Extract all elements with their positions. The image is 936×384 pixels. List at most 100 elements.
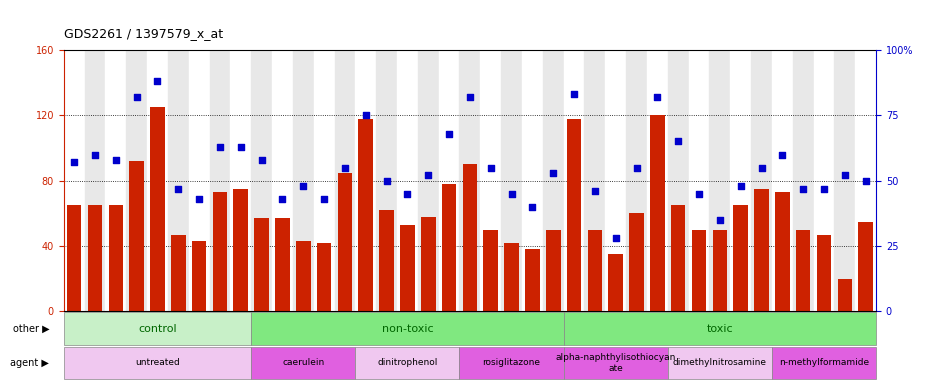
Bar — [379, 210, 393, 311]
Bar — [542, 50, 563, 311]
Bar — [188, 50, 210, 311]
Bar — [64, 312, 251, 345]
Bar — [84, 50, 105, 311]
Point — [66, 159, 81, 166]
Bar — [563, 312, 875, 345]
Bar — [625, 50, 646, 311]
Bar — [126, 50, 147, 311]
Point — [316, 196, 331, 202]
Bar — [296, 241, 310, 311]
Bar — [855, 50, 875, 311]
Bar — [546, 230, 560, 311]
Bar — [667, 50, 688, 311]
Bar — [251, 312, 563, 345]
Bar — [605, 50, 625, 311]
Bar — [462, 164, 476, 311]
Bar — [316, 243, 331, 311]
Bar — [212, 192, 227, 311]
Bar — [650, 115, 664, 311]
Bar — [150, 107, 165, 311]
Bar — [584, 50, 605, 311]
Point — [441, 131, 456, 137]
Point — [628, 165, 643, 171]
Point — [212, 144, 227, 150]
Point — [274, 196, 289, 202]
Point — [420, 172, 435, 179]
Bar — [501, 50, 521, 311]
Bar — [400, 225, 415, 311]
Point — [670, 138, 685, 144]
Bar — [293, 50, 314, 311]
Bar — [355, 346, 459, 379]
Bar — [753, 189, 768, 311]
Bar — [670, 205, 685, 311]
Point — [191, 196, 206, 202]
Point — [254, 157, 269, 163]
Point — [607, 235, 622, 241]
Bar — [147, 50, 168, 311]
Bar — [480, 50, 501, 311]
Bar — [563, 346, 667, 379]
Bar — [751, 50, 771, 311]
Bar — [417, 50, 438, 311]
Text: non-toxic: non-toxic — [381, 324, 432, 334]
Bar — [192, 241, 206, 311]
Bar — [459, 346, 563, 379]
Point — [150, 78, 165, 84]
Point — [379, 178, 394, 184]
Bar — [254, 218, 269, 311]
Bar — [64, 50, 84, 311]
Bar — [587, 230, 602, 311]
Text: agent ▶: agent ▶ — [10, 358, 49, 368]
Point — [461, 94, 476, 100]
Bar — [375, 50, 397, 311]
Bar — [210, 50, 230, 311]
Bar — [504, 243, 519, 311]
Point — [170, 185, 185, 192]
Bar — [691, 230, 706, 311]
Bar — [64, 346, 251, 379]
Bar — [521, 50, 542, 311]
Text: dinitrophenol: dinitrophenol — [377, 359, 437, 367]
Point — [483, 165, 498, 171]
Point — [837, 172, 852, 179]
Bar — [774, 192, 789, 311]
Bar — [792, 50, 812, 311]
Bar — [420, 217, 435, 311]
Point — [524, 204, 539, 210]
Text: toxic: toxic — [706, 324, 732, 334]
Point — [129, 94, 144, 100]
Point — [296, 183, 311, 189]
Bar — [566, 119, 580, 311]
Bar — [170, 235, 185, 311]
Point — [650, 94, 665, 100]
Bar — [729, 50, 751, 311]
Point — [504, 191, 519, 197]
Bar — [667, 346, 771, 379]
Bar — [629, 214, 643, 311]
Bar — [129, 161, 144, 311]
Bar — [857, 222, 872, 311]
Point — [233, 144, 248, 150]
Point — [337, 165, 352, 171]
Point — [753, 165, 768, 171]
Bar — [812, 50, 834, 311]
Bar — [334, 50, 355, 311]
Point — [732, 183, 747, 189]
Text: untreated: untreated — [135, 359, 180, 367]
Bar — [834, 50, 855, 311]
Text: dimethylnitrosamine: dimethylnitrosamine — [672, 359, 766, 367]
Bar — [314, 50, 334, 311]
Bar — [337, 172, 352, 311]
Bar — [607, 254, 622, 311]
Point — [774, 151, 789, 157]
Point — [587, 188, 602, 194]
Bar — [355, 50, 375, 311]
Bar — [441, 184, 456, 311]
Bar — [524, 249, 539, 311]
Bar — [230, 50, 251, 311]
Bar — [397, 50, 417, 311]
Text: alpha-naphthylisothiocyan
ate: alpha-naphthylisothiocyan ate — [555, 353, 675, 373]
Bar — [711, 230, 726, 311]
Bar — [459, 50, 480, 311]
